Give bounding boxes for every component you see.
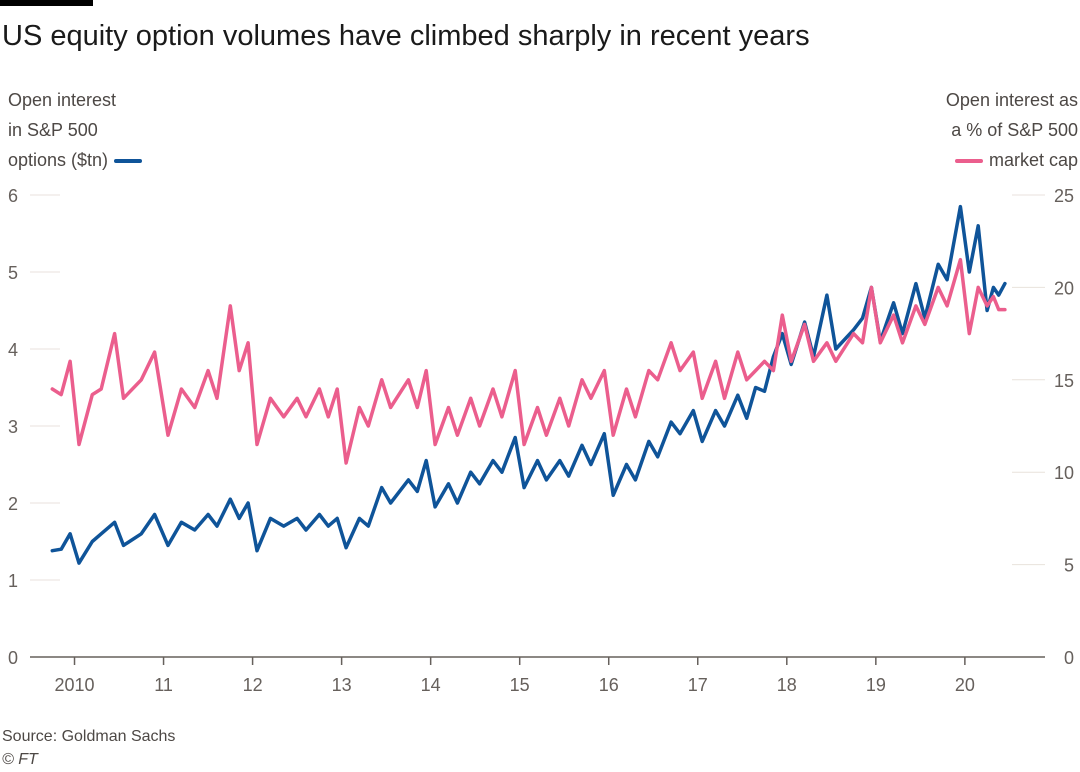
y-right-tick-label: 0 [1064,648,1074,668]
y-right-tick-label: 5 [1064,556,1074,576]
chart-title: US equity option volumes have climbed sh… [2,20,810,52]
y-left-tick-label: 0 [8,648,18,668]
left-axis-label-line-2: in S&P 500 [8,120,98,140]
x-tick-label: 13 [332,675,352,695]
y-right-tick-label: 15 [1054,371,1074,391]
series-line-open-interest [50,204,1007,565]
y-right-tick-label: 25 [1054,186,1074,206]
legend-swatch-open-interest [114,159,143,164]
left-axis-label: Open interest in S&P 500 options ($tn) [8,85,148,175]
left-axis-label-line-3: options ($tn) [8,145,148,175]
left-axis-label-line-1: Open interest [8,90,117,110]
x-tick-label: 12 [243,675,263,695]
y-left-tick-label: 5 [8,263,18,283]
y-right-tick-label: 20 [1054,278,1074,298]
right-axis-label-text: market cap [988,150,1078,170]
y-left-tick-label: 3 [8,417,18,437]
series-line-pct-market-cap [50,257,1007,465]
x-tick-label: 14 [421,675,441,695]
x-tick-label: 16 [599,675,619,695]
x-tick-label: 11 [154,675,173,695]
right-axis-label-line-2: a % of S&P 500 [951,120,1078,140]
y-left-tick-label: 1 [8,571,18,591]
x-tick-label: 15 [510,675,530,695]
brand-bar [0,0,93,6]
right-axis-label: Open interest as a % of S&P 500 market c… [946,85,1078,175]
y-left-tick-label: 4 [8,340,18,360]
credit-note: © FT [2,751,38,768]
source-note: Source: Goldman Sachs [2,728,176,745]
x-tick-label: 2010 [54,675,94,695]
right-axis-label-line-3: market cap [946,145,1078,175]
x-tick-label: 19 [866,675,886,695]
y-right-tick-label: 10 [1054,463,1074,483]
x-tick-label: 18 [777,675,797,695]
left-axis-label-text: options ($tn) [8,150,109,170]
legend-swatch-pct-market-cap [954,159,983,164]
x-tick-label: 20 [955,675,975,695]
right-axis-label-line-1: Open interest as [945,90,1078,110]
x-tick-label: 17 [688,675,708,695]
y-left-tick-label: 6 [8,186,18,206]
y-left-tick-label: 2 [8,494,18,514]
